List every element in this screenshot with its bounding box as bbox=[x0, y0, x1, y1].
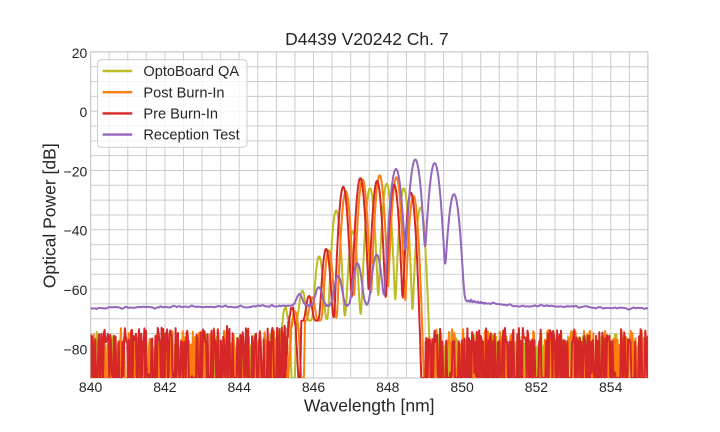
svg-text:Optical Power [dB]: Optical Power [dB] bbox=[39, 143, 59, 288]
svg-text:0: 0 bbox=[80, 104, 88, 120]
svg-text:842: 842 bbox=[153, 379, 177, 395]
svg-text:Pre Burn-In: Pre Burn-In bbox=[143, 107, 218, 123]
svg-text:−60: −60 bbox=[64, 282, 88, 298]
svg-text:−80: −80 bbox=[64, 341, 88, 357]
svg-text:Wavelength [nm]: Wavelength [nm] bbox=[304, 396, 435, 416]
svg-text:852: 852 bbox=[525, 379, 549, 395]
svg-text:20: 20 bbox=[72, 45, 88, 61]
svg-text:854: 854 bbox=[599, 379, 623, 395]
svg-text:840: 840 bbox=[79, 379, 103, 395]
svg-text:D4439 V20242 Ch. 7: D4439 V20242 Ch. 7 bbox=[285, 29, 448, 49]
svg-text:848: 848 bbox=[376, 379, 400, 395]
svg-text:846: 846 bbox=[302, 379, 326, 395]
svg-text:−20: −20 bbox=[64, 163, 88, 179]
svg-text:844: 844 bbox=[228, 379, 252, 395]
svg-text:OptoBoard QA: OptoBoard QA bbox=[143, 64, 239, 80]
svg-text:−40: −40 bbox=[64, 223, 88, 239]
svg-text:Post Burn-In: Post Burn-In bbox=[143, 85, 224, 101]
svg-text:Reception Test: Reception Test bbox=[143, 128, 239, 144]
svg-text:850: 850 bbox=[450, 379, 474, 395]
